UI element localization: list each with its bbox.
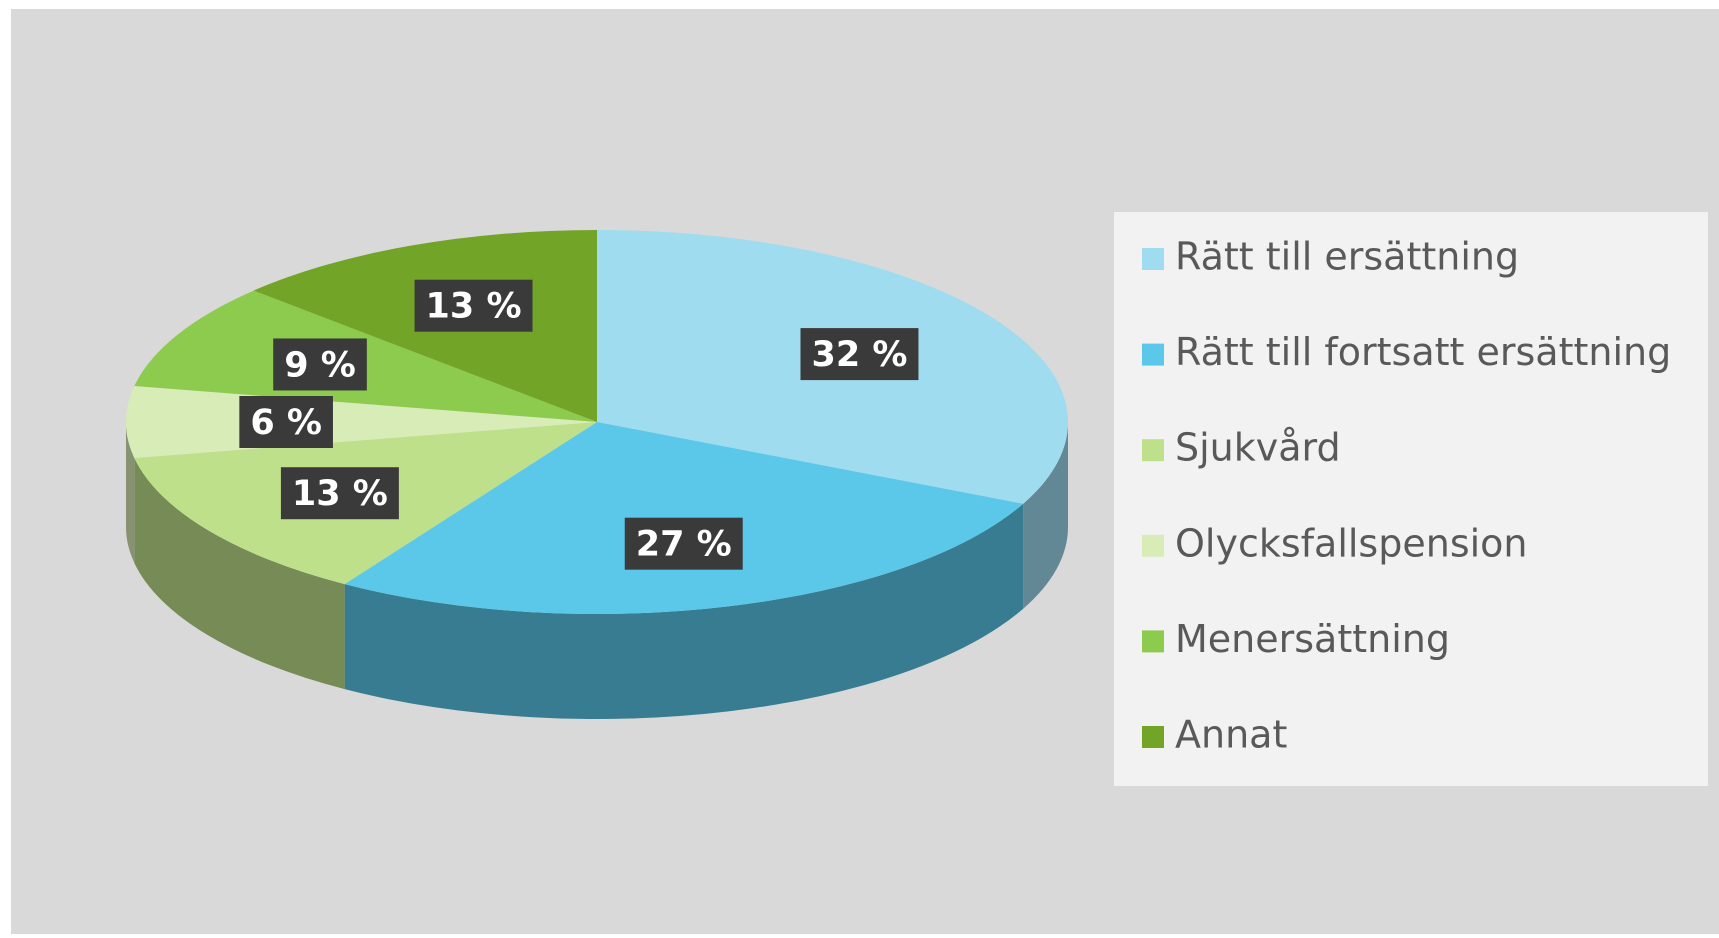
legend-swatch — [1142, 439, 1164, 462]
legend-swatch — [1142, 726, 1164, 748]
data-label-box — [239, 396, 333, 448]
slice-side — [134, 457, 345, 690]
data-label-box — [800, 328, 919, 381]
data-label: 27 % — [636, 525, 732, 565]
data-label-box — [273, 338, 367, 391]
legend-label: Sjukvård — [1175, 426, 1341, 470]
data-label: 13 % — [292, 474, 388, 514]
legend-swatch — [1142, 534, 1164, 557]
legend-swatch — [1142, 248, 1164, 270]
legend-box — [1114, 212, 1708, 786]
slice-side — [344, 503, 1024, 719]
data-label: 32 % — [811, 335, 907, 375]
data-label-box — [624, 517, 743, 570]
legend-label: Menersättning — [1175, 617, 1450, 661]
legend-swatch — [1142, 630, 1164, 653]
legend-label: Annat — [1175, 713, 1287, 757]
legend-swatch — [1142, 343, 1164, 366]
data-label-box — [414, 279, 533, 332]
legend-label: Rätt till ersättning — [1175, 235, 1519, 279]
slice-side — [126, 422, 135, 563]
data-label: 6 % — [250, 403, 322, 443]
data-label: 13 % — [426, 287, 522, 327]
data-label: 9 % — [284, 345, 356, 385]
slice-side — [1023, 422, 1068, 609]
legend-label: Olycksfallspension — [1175, 521, 1528, 565]
legend-label: Rätt till fortsatt ersättning — [1175, 330, 1671, 374]
data-label-box — [280, 467, 399, 520]
